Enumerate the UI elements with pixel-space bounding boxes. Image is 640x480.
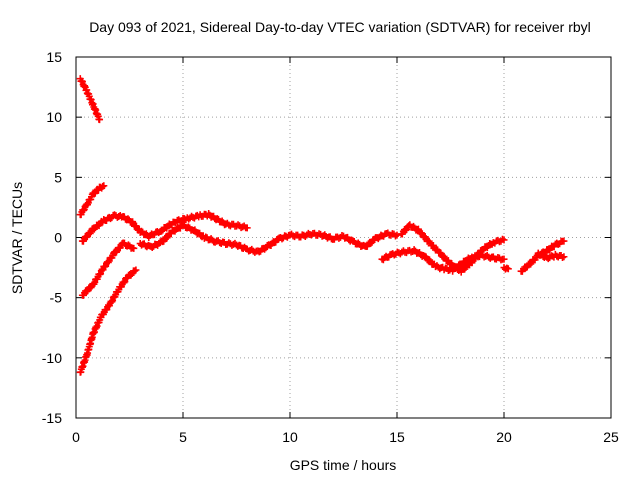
series-arc-d <box>78 239 138 299</box>
y-tick-label: -15 <box>42 410 62 426</box>
data-point <box>163 234 171 242</box>
axis-ticks: 0 5 10 15 20 25 -15 -10 -5 0 5 10 15 <box>42 49 619 445</box>
x-tick-label: 10 <box>282 429 298 445</box>
data-point <box>560 237 568 245</box>
data-point <box>354 239 362 247</box>
data-point <box>79 206 87 214</box>
data-point <box>96 116 104 124</box>
series-arc-b <box>76 182 108 219</box>
data-point <box>504 265 512 273</box>
data-point <box>475 251 483 259</box>
x-tick-label: 15 <box>389 429 405 445</box>
series-arc-a <box>76 75 104 124</box>
x-tick-label: 25 <box>603 429 619 445</box>
y-tick-label: 15 <box>46 49 62 65</box>
chart-title: Day 093 of 2021, Sidereal Day-to-day VTE… <box>89 19 591 35</box>
data-point <box>391 232 399 240</box>
data-point <box>410 246 418 254</box>
series-arc-c <box>78 209 251 245</box>
data-point <box>479 247 487 255</box>
data-point <box>393 231 401 239</box>
data-point <box>130 244 138 252</box>
data-point <box>120 279 128 287</box>
y-tick-label: -10 <box>42 350 62 366</box>
y-tick-label: 0 <box>54 230 62 246</box>
series-arc-h <box>397 221 508 276</box>
data-point <box>90 225 98 233</box>
y-axis-label: SDTVAR / TECUs <box>9 182 25 294</box>
series-arc-e <box>76 266 140 376</box>
data-point <box>131 267 139 275</box>
data-point <box>158 227 166 235</box>
x-tick-label: 0 <box>72 429 80 445</box>
series-arc-i <box>500 264 512 273</box>
data-point <box>417 229 425 237</box>
series-arc-f <box>136 221 401 256</box>
data-point <box>100 182 108 190</box>
data-point <box>500 255 508 263</box>
data-point <box>367 239 375 247</box>
data-point <box>104 258 112 266</box>
x-axis-label: GPS time / hours <box>290 457 397 473</box>
data-point <box>124 215 132 223</box>
y-tick-label: 5 <box>54 169 62 185</box>
x-tick-label: 5 <box>179 429 187 445</box>
data-points <box>76 75 568 376</box>
y-tick-label: -5 <box>50 290 63 306</box>
data-point <box>500 236 508 244</box>
x-tick-label: 20 <box>496 429 512 445</box>
data-point <box>243 224 251 232</box>
data-point <box>132 266 140 274</box>
data-point <box>560 253 568 261</box>
y-tick-label: 10 <box>46 109 62 125</box>
series-arc-k <box>534 249 568 263</box>
